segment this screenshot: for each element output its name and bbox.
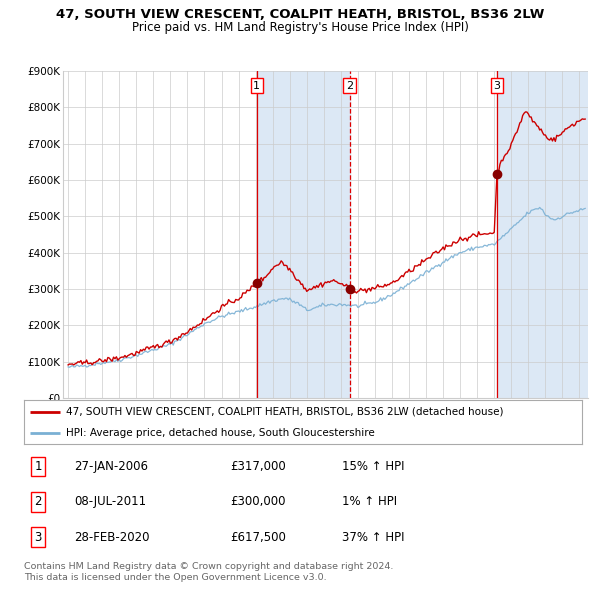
Text: 27-JAN-2006: 27-JAN-2006 [74, 460, 148, 473]
Text: £317,000: £317,000 [230, 460, 286, 473]
Text: 2: 2 [34, 495, 42, 509]
Text: 15% ↑ HPI: 15% ↑ HPI [342, 460, 404, 473]
Text: 37% ↑ HPI: 37% ↑ HPI [342, 530, 404, 544]
Text: 3: 3 [493, 81, 500, 90]
Text: 08-JUL-2011: 08-JUL-2011 [74, 495, 146, 509]
Text: £300,000: £300,000 [230, 495, 286, 509]
Text: 28-FEB-2020: 28-FEB-2020 [74, 530, 150, 544]
Text: 47, SOUTH VIEW CRESCENT, COALPIT HEATH, BRISTOL, BS36 2LW (detached house): 47, SOUTH VIEW CRESCENT, COALPIT HEATH, … [66, 407, 503, 417]
Text: £617,500: £617,500 [230, 530, 286, 544]
Text: 3: 3 [34, 530, 41, 544]
Bar [497, 71, 588, 398]
Text: 1% ↑ HPI: 1% ↑ HPI [342, 495, 397, 509]
Text: Price paid vs. HM Land Registry's House Price Index (HPI): Price paid vs. HM Land Registry's House … [131, 21, 469, 34]
Text: Contains HM Land Registry data © Crown copyright and database right 2024.: Contains HM Land Registry data © Crown c… [24, 562, 394, 571]
Text: 2: 2 [346, 81, 353, 90]
Text: 1: 1 [253, 81, 260, 90]
Text: HPI: Average price, detached house, South Gloucestershire: HPI: Average price, detached house, Sout… [66, 428, 374, 438]
Bar [257, 71, 350, 398]
Text: 47, SOUTH VIEW CRESCENT, COALPIT HEATH, BRISTOL, BS36 2LW: 47, SOUTH VIEW CRESCENT, COALPIT HEATH, … [56, 8, 544, 21]
Text: 1: 1 [34, 460, 42, 473]
Text: This data is licensed under the Open Government Licence v3.0.: This data is licensed under the Open Gov… [24, 573, 326, 582]
